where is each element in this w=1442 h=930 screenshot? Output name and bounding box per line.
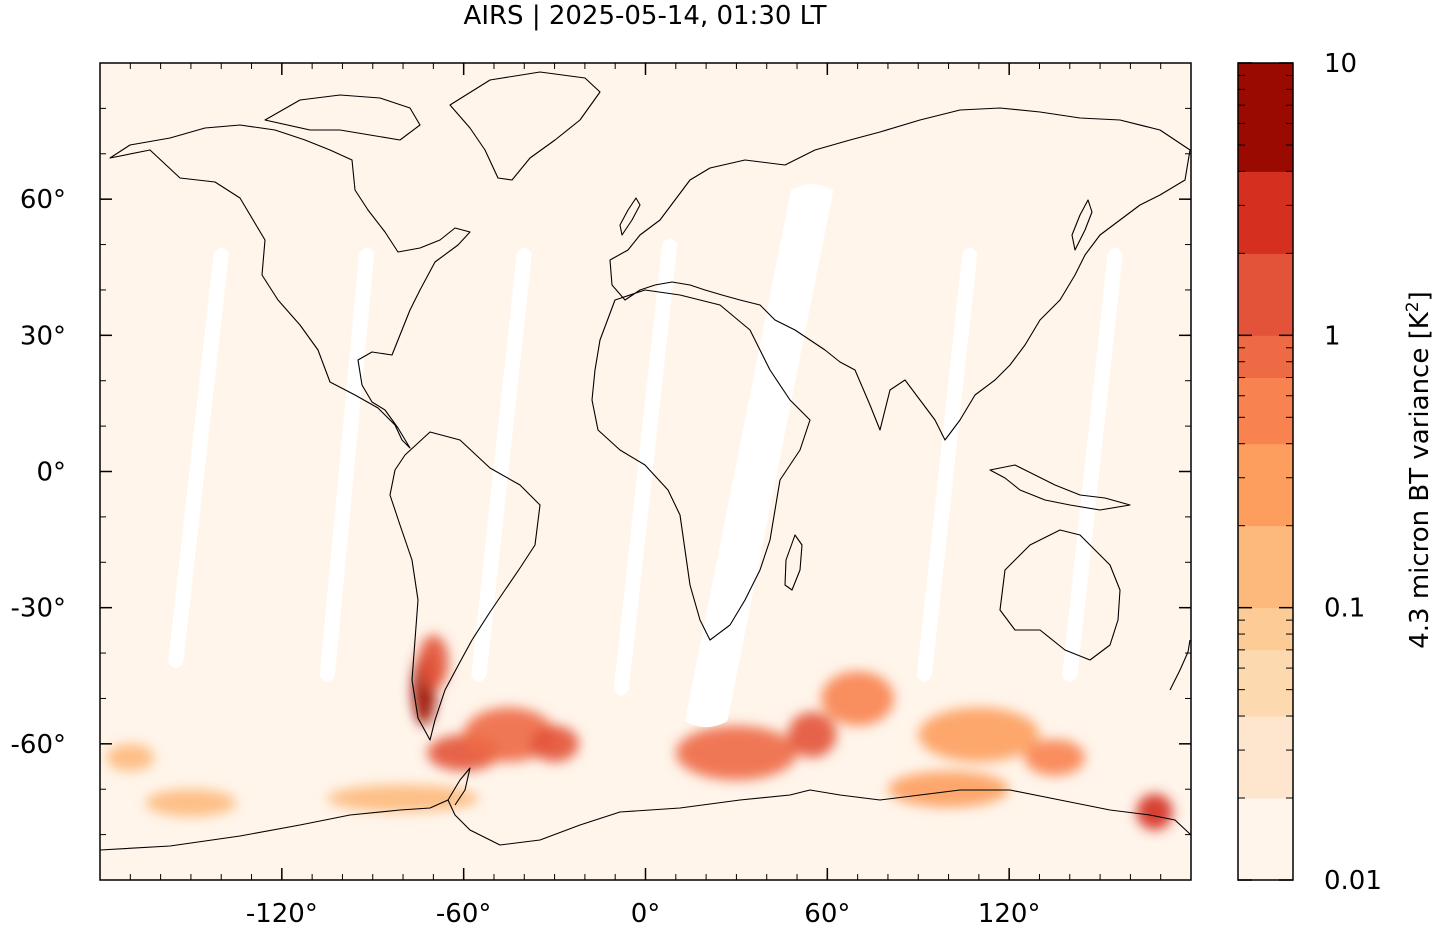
colorbar-swatches xyxy=(1238,63,1293,881)
colorbar-swatch xyxy=(1238,649,1293,717)
swath-gap xyxy=(471,247,532,682)
colorbar-swatch xyxy=(1238,716,1293,799)
x-axis-ticks: -120° -60° 0° 60° 120° xyxy=(246,63,1041,929)
swath-gap xyxy=(684,184,834,728)
coastline-south-america xyxy=(389,431,541,741)
variance-hotspot xyxy=(1136,793,1173,831)
colorbar-swatch xyxy=(1238,525,1293,609)
y-tick-label: -60° xyxy=(11,730,66,760)
variance-hotspot xyxy=(887,771,1010,808)
y-tick-label: 30° xyxy=(20,321,66,351)
variance-hotspot xyxy=(418,634,449,690)
variance-hotspot xyxy=(145,789,237,817)
x-tick-label: 120° xyxy=(978,899,1041,929)
coastline-uk xyxy=(619,197,641,236)
coastline-north-america xyxy=(109,124,471,449)
swath-gaps xyxy=(168,184,1123,728)
colorbar-label-exponent: 2 xyxy=(1403,301,1423,312)
coastline-europe-asia xyxy=(609,107,1191,441)
colorbar-swatch xyxy=(1238,171,1293,254)
coastlines xyxy=(100,71,1191,851)
variance-hotspot xyxy=(918,707,1040,762)
colorbar-tick-label: 10 xyxy=(1324,49,1357,79)
colorbar-swatch xyxy=(1238,63,1293,172)
colorbar: 10 1 0.1 0.01 4.3 micron BT variance [K2] xyxy=(1237,49,1435,896)
colorbar-label-prefix: 4.3 micron BT variance [K xyxy=(1405,311,1435,649)
colorbar-swatch xyxy=(1238,443,1293,527)
plot-area xyxy=(100,63,1191,880)
colorbar-frame xyxy=(1237,62,1294,881)
coastline-antarctic-peninsula xyxy=(447,767,471,806)
variance-hotspot xyxy=(327,784,479,812)
variance-hotspot xyxy=(106,743,155,772)
swath-gap xyxy=(319,247,375,682)
colorbar-swatch xyxy=(1238,335,1293,379)
swath-gap xyxy=(916,247,978,682)
colorbar-tick-label: 0.01 xyxy=(1324,866,1382,896)
coastline-japan xyxy=(1071,199,1093,251)
swath-gap xyxy=(613,238,678,696)
coastline-arctic-islands xyxy=(264,94,421,141)
variance-hotspot xyxy=(821,671,895,726)
variance-hotspot xyxy=(530,725,579,762)
coastline-madagascar xyxy=(784,534,803,591)
colorbar-swatch xyxy=(1238,798,1293,881)
x-tick-label: -120° xyxy=(246,899,318,929)
coastline-greenland xyxy=(449,71,601,181)
variance-hotspots xyxy=(106,634,1173,831)
swath-gap xyxy=(1062,247,1123,682)
colorbar-swatch xyxy=(1238,377,1293,445)
coastline-antarctica xyxy=(100,789,1191,851)
variance-hotspot xyxy=(1024,739,1085,776)
colorbar-tick-label: 0.1 xyxy=(1324,594,1365,624)
colorbar-swatch xyxy=(1238,253,1293,336)
colorbar-label: 4.3 micron BT variance [K2] xyxy=(1403,291,1435,649)
coastline-africa xyxy=(591,289,811,641)
y-axis-ticks: 60° 30° 0° -30° -60° xyxy=(11,185,1191,760)
chart-title: AIRS | 2025-05-14, 01:30 LT xyxy=(464,1,827,31)
y-tick-label: -30° xyxy=(11,594,66,624)
y-tick-label: 0° xyxy=(36,458,66,488)
coastline-australia xyxy=(999,529,1121,661)
y-tick-label: 60° xyxy=(20,185,66,215)
variance-hotspot xyxy=(787,712,837,758)
coastline-indonesia xyxy=(989,464,1131,511)
swath-gap xyxy=(168,247,229,669)
colorbar-tick-label: 1 xyxy=(1324,321,1341,351)
colorbar-ticks: 10 1 0.1 0.01 xyxy=(1238,49,1382,896)
colorbar-label-suffix: ] xyxy=(1405,291,1435,301)
x-tick-label: -60° xyxy=(436,899,491,929)
x-tick-label: 0° xyxy=(631,899,661,929)
colorbar-swatch xyxy=(1238,607,1293,651)
x-tick-label: 60° xyxy=(804,899,850,929)
coastline-new-zealand xyxy=(1169,639,1191,691)
variance-hotspot xyxy=(675,725,798,781)
